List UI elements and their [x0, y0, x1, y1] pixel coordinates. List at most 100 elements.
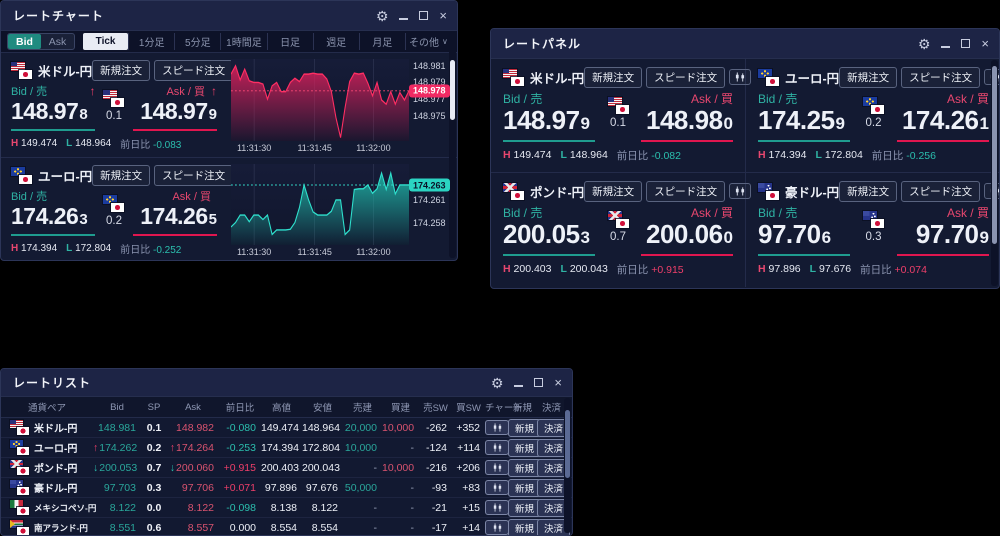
rate-panel-titlebar[interactable]: レートパネル ⚙ × — [491, 29, 999, 59]
row-chart-button[interactable] — [485, 460, 509, 475]
pair-cell: 米ドル-円 — [1, 420, 93, 435]
row-chart-button[interactable] — [485, 500, 509, 515]
bid-cell[interactable]: ↓200.053 — [93, 461, 138, 474]
speed-order-button[interactable]: スピード注文 — [901, 180, 981, 202]
tab-1hour[interactable]: 1時間足 — [220, 33, 266, 50]
row-chart-button[interactable] — [485, 480, 509, 495]
tab-1min[interactable]: 1分足 — [128, 33, 174, 50]
bid-label: Bid / 売 — [758, 91, 798, 106]
quote-stats: H 97.896 L 97.676 前日比 +0.074 — [758, 263, 927, 276]
ask-cell[interactable]: 8.122 — [187, 501, 214, 514]
row-chart-button[interactable] — [485, 420, 509, 435]
bid-price-button[interactable]: Bid / 売 174.259 — [758, 91, 851, 142]
scrollbar-handle[interactable] — [992, 66, 997, 244]
row-chart-button[interactable] — [485, 520, 509, 535]
tab-monthly[interactable]: 月足 — [358, 33, 405, 50]
tick-chart-usdjpy[interactable]: 148.978 148.981 148.979 148.977 148.975 11:3… — [227, 53, 457, 157]
japan-flag-icon — [19, 174, 32, 184]
ask-cell[interactable]: 148.982 — [176, 421, 214, 434]
chart-icon-button[interactable] — [729, 183, 752, 199]
speed-order-button[interactable]: スピード注文 — [901, 66, 981, 88]
new-order-button[interactable]: 新規注文 — [584, 180, 643, 202]
close-icon[interactable]: × — [439, 8, 447, 23]
row-new-order-button[interactable]: 新規 — [508, 458, 542, 477]
bid-cell[interactable]: 148.981 — [98, 421, 136, 434]
bid-cell[interactable]: 8.122 — [109, 501, 136, 514]
change-value: -0.083 — [153, 140, 182, 152]
ask-cell[interactable]: ↓200.060 — [169, 461, 214, 474]
candlestick-icon — [493, 443, 501, 452]
bid-ask-toggle: Bid Ask — [7, 33, 75, 50]
pair-name: 米ドル-円 — [38, 64, 93, 79]
candlestick-icon — [736, 186, 745, 196]
bid-price-button[interactable]: Bid / 売 ↑ 148.978 — [11, 84, 96, 132]
ask-price-button[interactable]: Ask / 買 174.261 — [896, 91, 989, 142]
new-order-button[interactable]: 新規注文 — [92, 164, 151, 186]
scrollbar-handle[interactable] — [450, 60, 455, 120]
minimize-icon[interactable] — [941, 46, 951, 48]
maximize-icon[interactable] — [419, 11, 429, 20]
settings-gear-icon[interactable]: ⚙ — [490, 374, 504, 391]
chart-y-axis: 148.978 148.981 148.979 148.977 148.975 — [409, 59, 455, 141]
minimize-icon[interactable] — [399, 18, 409, 20]
chart-icon-button[interactable] — [729, 69, 752, 85]
tick-chart-eurjpy[interactable]: 174.263 174.261 174.258 11:31:30 11:31:45 11… — [227, 158, 457, 260]
bid-price-button[interactable]: Bid / 売 148.979 — [503, 91, 595, 142]
new-order-button[interactable]: 新規注文 — [839, 66, 898, 88]
pair-flag-icon — [10, 480, 29, 495]
scrollbar — [449, 32, 456, 258]
tab-weekly[interactable]: 週足 — [312, 33, 359, 50]
new-order-button[interactable]: 新規注文 — [92, 59, 151, 81]
row-close-order-button[interactable]: 決済 — [537, 438, 571, 457]
ask-direction-arrow: ↑ — [210, 84, 217, 98]
settings-gear-icon[interactable]: ⚙ — [375, 7, 389, 24]
bid-cell[interactable]: ↑174.262 — [93, 441, 138, 454]
bid-price-button[interactable]: Bid / 売 200.053 — [503, 205, 595, 256]
minimize-icon[interactable] — [514, 385, 524, 387]
tab-daily[interactable]: 日足 — [266, 33, 313, 50]
candlestick-icon — [736, 72, 745, 82]
sell-swap-cell: -17 — [431, 521, 447, 534]
ask-price-button[interactable]: Ask / 買 148.980 — [641, 91, 733, 142]
bid-price-button[interactable]: Bid / 売 97.706 — [758, 205, 851, 256]
ask-cell[interactable]: 8.557 — [187, 521, 214, 534]
tab-tick[interactable]: Tick — [83, 33, 129, 50]
maximize-icon[interactable] — [534, 378, 544, 387]
ask-cell[interactable]: ↑174.264 — [169, 441, 214, 454]
pair-cell: メキシコペソ-円 — [1, 500, 96, 515]
speed-order-button[interactable]: スピード注文 — [646, 180, 726, 202]
pair-flag-icon — [10, 440, 29, 455]
high-cell: 149.474 — [261, 421, 299, 434]
bid-cell[interactable]: 8.551 — [109, 521, 136, 534]
ask-price-button[interactable]: Ask / 買 174.265 — [132, 189, 217, 237]
ask-price-button[interactable]: Ask / 買 200.060 — [641, 205, 733, 256]
spread-cell: 0.7 — [146, 461, 162, 474]
ask-cell[interactable]: 97.706 — [181, 481, 214, 494]
ask-price-button[interactable]: Ask / 買 97.709 — [896, 205, 989, 256]
ask-label: Ask / 買 — [946, 91, 989, 106]
toggle-bid[interactable]: Bid — [8, 34, 41, 49]
speed-order-button[interactable]: スピード注文 — [154, 59, 234, 81]
bid-cell[interactable]: 97.703 — [103, 481, 136, 494]
ask-price-button[interactable]: Ask / 買 ↑ 148.979 — [132, 84, 217, 132]
tab-5min[interactable]: 5分足 — [174, 33, 220, 50]
scrollbar-handle[interactable] — [565, 410, 570, 478]
rate-chart-titlebar[interactable]: レートチャート ⚙ × — [1, 1, 457, 31]
tab-other[interactable]: その他 ∨ — [404, 33, 451, 50]
settings-gear-icon[interactable]: ⚙ — [917, 35, 931, 52]
spread-value: 0.3 — [865, 231, 882, 243]
bid-price-button[interactable]: Bid / 売 174.263 — [11, 189, 96, 237]
rate-list-titlebar[interactable]: レートリスト ⚙ × — [1, 369, 572, 397]
table-row: 米ドル-円 148.981 0.1 148.982 -0.080 149.474… — [1, 418, 572, 438]
row-new-order-button[interactable]: 新規 — [508, 478, 542, 497]
close-icon[interactable]: × — [981, 36, 989, 51]
new-order-button[interactable]: 新規注文 — [584, 66, 643, 88]
speed-order-button[interactable]: スピード注文 — [154, 164, 234, 186]
speed-order-button[interactable]: スピード注文 — [646, 66, 726, 88]
maximize-icon[interactable] — [961, 39, 971, 48]
row-chart-button[interactable] — [485, 440, 509, 455]
close-icon[interactable]: × — [554, 375, 562, 390]
toggle-ask[interactable]: Ask — [41, 34, 74, 49]
bid-label: Bid / 売 — [503, 205, 543, 220]
new-order-button[interactable]: 新規注文 — [839, 180, 898, 202]
